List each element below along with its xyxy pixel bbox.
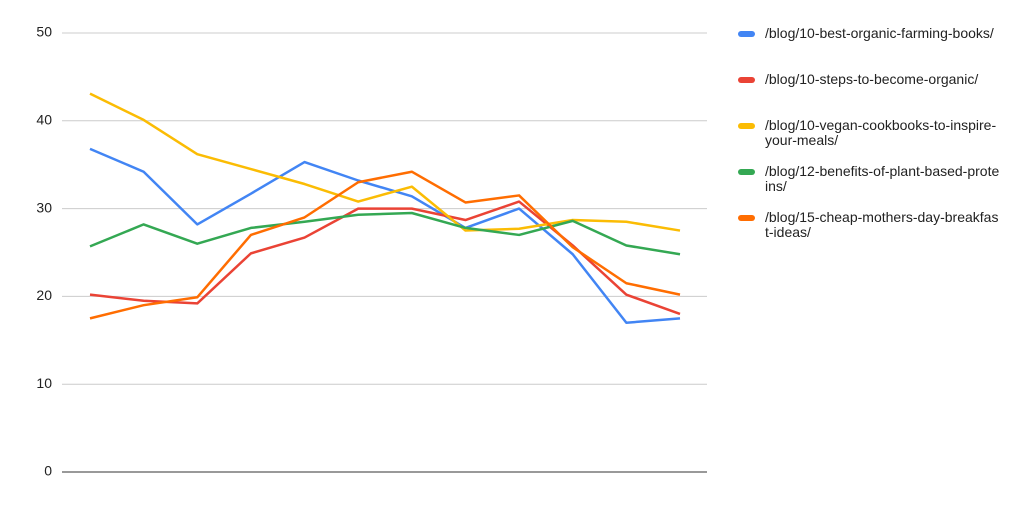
series-line — [89, 200, 681, 316]
legend-label: /blog/15-cheap-mothers-day-breakfast-ide… — [765, 209, 999, 240]
legend-item: /blog/10-best-organic-farming-books/ — [738, 26, 1001, 41]
legend-swatch — [738, 215, 755, 221]
legend-swatch — [738, 169, 755, 175]
legend-item: /blog/10-steps-to-become-organic/ — [738, 72, 1001, 87]
y-tick-label: 30 — [36, 199, 52, 215]
legend-label: /blog/10-best-organic-farming-books/ — [765, 25, 994, 41]
series-line — [89, 211, 681, 256]
legend-item: /blog/10-vegan-cookbooks-to-inspire-your… — [738, 118, 1001, 148]
legend-item: /blog/12-benefits-of-plant-based-protein… — [738, 164, 1001, 194]
y-tick-label: 50 — [36, 24, 52, 40]
series-line — [89, 92, 681, 232]
legend-label: /blog/10-steps-to-become-organic/ — [765, 71, 979, 87]
series-line — [89, 147, 681, 324]
series-line — [89, 170, 681, 320]
legend-label: /blog/12-benefits-of-plant-based-protein… — [765, 163, 1000, 194]
legend-swatch — [738, 31, 755, 37]
legend-item: /blog/15-cheap-mothers-day-breakfast-ide… — [738, 210, 1001, 240]
y-tick-label: 20 — [36, 287, 52, 303]
y-tick-label: 10 — [36, 375, 52, 391]
legend-swatch — [738, 123, 755, 129]
y-tick-label: 40 — [36, 112, 52, 128]
legend-label: /blog/10-vegan-cookbooks-to-inspire-your… — [765, 117, 997, 148]
y-tick-label: 0 — [44, 463, 52, 479]
legend-swatch — [738, 77, 755, 83]
